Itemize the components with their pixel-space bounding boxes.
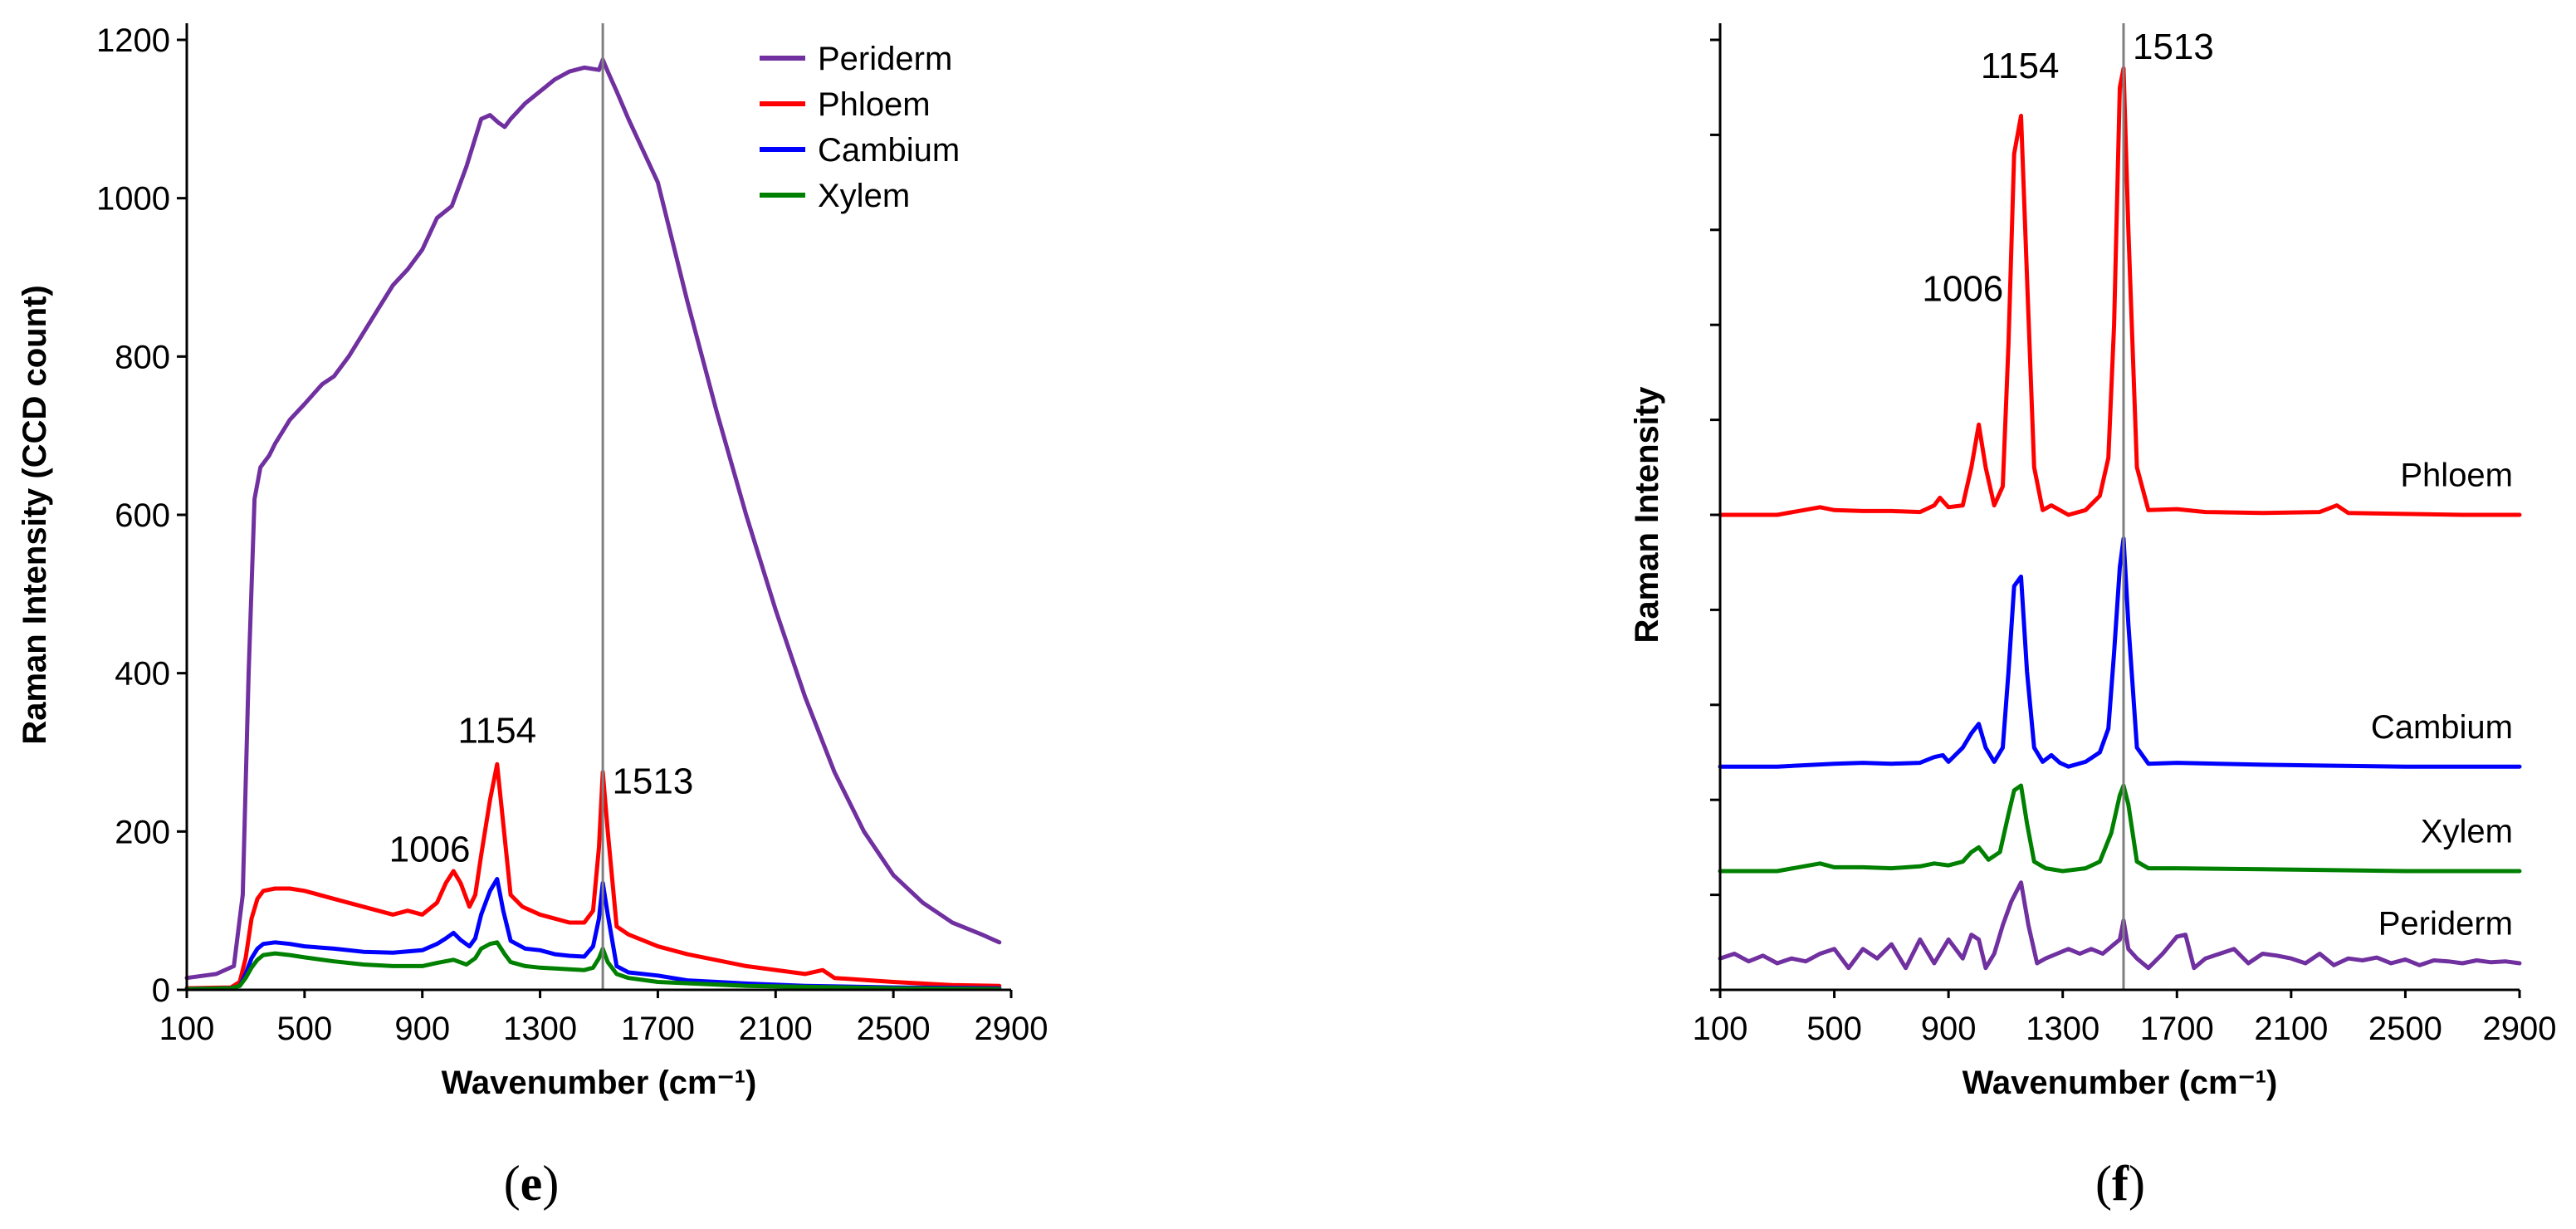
x-tick-label: 1300 <box>2026 1011 2099 1047</box>
series-line-xylem <box>184 940 1002 992</box>
y-axis-title: Raman Intensity (CCD count) <box>17 285 53 744</box>
legend-label-phloem: Phloem <box>818 86 931 123</box>
x-tick-label: 2100 <box>2254 1011 2328 1047</box>
series-line-periderm <box>184 57 1002 981</box>
panel-label-open: ( <box>2095 1156 2112 1211</box>
legend-label-xylem: Xylem <box>818 178 910 214</box>
x-tick-label: 500 <box>1806 1011 1862 1047</box>
y-tick-label: 1200 <box>96 22 170 59</box>
series-line-periderm <box>1718 880 2522 971</box>
y-tick-label: 400 <box>115 656 170 693</box>
series-label-periderm: Periderm <box>2378 906 2513 943</box>
y-axis-title: Raman Intensity <box>1629 386 1665 644</box>
x-axis-title: Wavenumber (cm⁻¹) <box>442 1065 757 1101</box>
x-tick-label: 1700 <box>621 1011 695 1047</box>
y-tick-label: 800 <box>115 339 170 375</box>
panel-label: (f) <box>2095 1156 2145 1211</box>
panel-f: 100 500 900 1300 1700 2100 2500 2900 Wavenumber … <box>1629 23 2556 1211</box>
legend-label-periderm: Periderm <box>818 41 952 77</box>
series-label-cambium: Cambium <box>2371 709 2513 746</box>
peak-label-1006: 1006 <box>1922 269 2003 310</box>
panel-label-letter: e <box>521 1156 543 1211</box>
x-tick-label: 100 <box>1693 1011 1748 1047</box>
series-label-phloem: Phloem <box>2400 458 2513 494</box>
x-tick-label: 2900 <box>2483 1011 2557 1047</box>
x-tick-label: 2100 <box>739 1011 813 1047</box>
series-group <box>1718 66 2522 971</box>
x-tick-label: 1700 <box>2140 1011 2214 1047</box>
x-tick-label: 2500 <box>857 1011 931 1047</box>
peak-label-1006: 1006 <box>389 830 471 870</box>
x-tick-label: 500 <box>276 1011 332 1047</box>
x-tick-label: 1300 <box>503 1011 577 1047</box>
peak-label-1154: 1154 <box>457 711 536 752</box>
panel-label-close: ) <box>2129 1156 2145 1211</box>
y-tick-label: 200 <box>115 814 170 850</box>
panel-label-open: ( <box>504 1156 521 1211</box>
series-label-xylem: Xylem <box>2421 814 2513 850</box>
x-tick-label: 900 <box>394 1011 450 1047</box>
x-axis-title: Wavenumber (cm⁻¹) <box>1963 1065 2278 1101</box>
panel-label: (e) <box>504 1156 560 1211</box>
peak-label-1513: 1513 <box>2133 27 2214 67</box>
peak-label-1513: 1513 <box>612 761 693 802</box>
series-line-xylem <box>1718 783 2522 874</box>
legend: Periderm Phloem Cambium Xylem <box>760 41 960 214</box>
series-group <box>184 57 1002 992</box>
x-tick-label: 2500 <box>2368 1011 2442 1047</box>
series-line-phloem <box>184 761 1002 991</box>
legend-label-cambium: Cambium <box>818 132 960 169</box>
panel-label-close: ) <box>542 1156 559 1211</box>
y-tick-label: 600 <box>115 497 170 534</box>
panel-e: 100 500 900 1300 1700 2100 2500 2900 0 200 400 600 8… <box>17 22 1048 1211</box>
y-tick-label: 1000 <box>96 181 170 218</box>
x-tick-label: 100 <box>159 1011 215 1047</box>
series-line-cambium <box>184 877 1002 992</box>
x-tick-label: 2900 <box>975 1011 1048 1047</box>
y-tick-label: 0 <box>152 972 170 1009</box>
panel-label-letter: f <box>2112 1156 2129 1211</box>
peak-label-1154: 1154 <box>1981 46 2060 86</box>
series-line-cambium <box>1718 536 2522 769</box>
series-line-phloem <box>1718 66 2522 517</box>
x-tick-label: 900 <box>1921 1011 1977 1047</box>
